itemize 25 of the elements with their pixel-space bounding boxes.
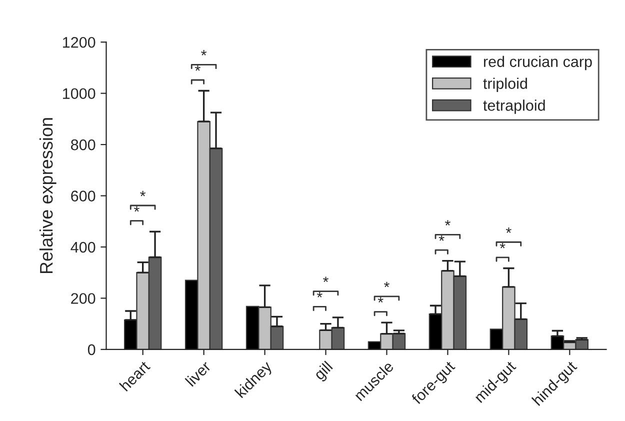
annotation: * bbox=[444, 220, 450, 226]
x-tick-label: liver bbox=[184, 360, 212, 387]
annotation: * bbox=[323, 276, 328, 282]
legend-label: tetraploid bbox=[483, 100, 545, 114]
y-axis-title: Relative expression bbox=[39, 118, 56, 274]
annotation: * bbox=[500, 242, 506, 248]
y-tick-label: 600 bbox=[71, 190, 96, 202]
y-tick-label: 0 bbox=[88, 344, 96, 356]
y-tick-label: 1200 bbox=[63, 36, 96, 48]
annotation: * bbox=[506, 228, 512, 233]
y-tick-label: 400 bbox=[70, 242, 96, 253]
y-tick-label: 800 bbox=[71, 139, 96, 150]
y-tick-label: 200 bbox=[71, 293, 96, 304]
annotation: * bbox=[378, 297, 384, 303]
legend-label: triploid bbox=[483, 78, 527, 92]
annotation: * bbox=[201, 50, 207, 56]
y-tick-label: 1000 bbox=[63, 88, 96, 100]
annotation: * bbox=[384, 282, 390, 288]
annotation: * bbox=[194, 65, 200, 71]
annotation: * bbox=[316, 292, 322, 298]
annotation: * bbox=[134, 206, 140, 212]
legend-label: red crucian carp bbox=[484, 56, 592, 70]
annotation: * bbox=[140, 190, 146, 196]
x-tick-label: gill bbox=[313, 360, 336, 383]
annotation: * bbox=[438, 235, 444, 241]
